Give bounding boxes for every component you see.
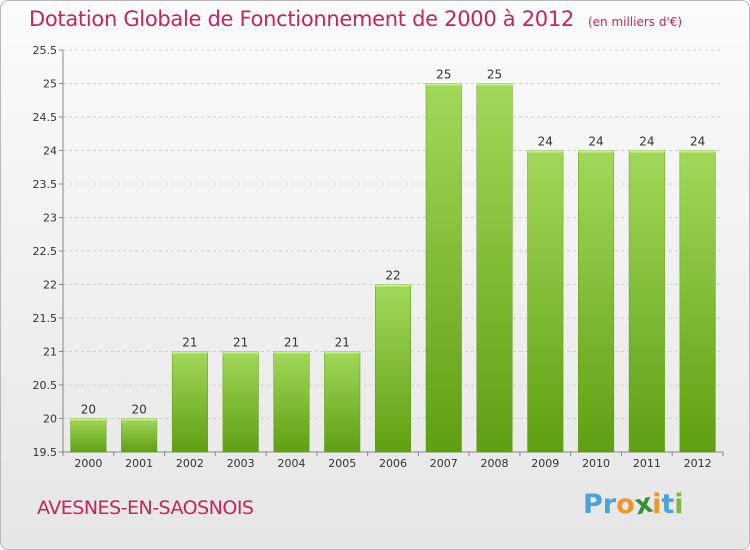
data-label: 21 [233,336,248,350]
bar-2001 [121,418,158,453]
data-label: 21 [335,336,350,350]
x-tick-label: 2002 [176,457,204,470]
x-tick-label: 2004 [277,457,305,470]
data-label: 24 [639,135,654,149]
bars [70,83,716,453]
bar-2012 [679,150,716,453]
bar-2002 [171,351,208,453]
bar-2000 [70,418,107,453]
labels: 19.5 20 20.5 21 21.5 22 22.5 23 23.5 24 24.5 25 25.5… [33,44,712,470]
y-tick-label: 22.5 [33,245,58,258]
logo-letter: r [602,489,617,520]
data-label: 24 [538,135,553,149]
y-tick-label: 24 [43,145,57,158]
y-tick-label: 23.5 [33,178,58,191]
bar-2007 [425,83,462,453]
proxiti-logo: Proxiti [583,488,684,522]
x-tick-label: 2005 [328,457,356,470]
data-label: 24 [690,135,705,149]
y-tick-label: 20 [43,413,57,426]
x-tick-label: 2001 [125,457,153,470]
data-label: 25 [436,68,451,82]
x-tick-label: 2009 [531,457,559,470]
x-tick-label: 2012 [684,457,712,470]
bar-2011 [628,150,665,453]
data-label: 21 [182,336,197,350]
y-tick-label: 21.5 [33,312,58,325]
y-tick-label: 22 [43,279,57,292]
x-tick-label: 2011 [633,457,661,470]
bar-2003 [222,351,259,453]
y-tick-label: 19.5 [33,446,58,459]
data-label: 20 [81,403,96,417]
commune-name: AVESNES-EN-SAOSNOIS [37,497,254,519]
data-label: 21 [284,336,299,350]
data-label: 20 [132,403,147,417]
y-tick-label: 25 [43,78,57,91]
x-tick-label: 2000 [74,457,102,470]
y-tick-label: 23 [43,212,57,225]
y-tick-label: 25.5 [33,44,58,57]
bar-2006 [374,284,412,453]
chart-title-text: Dotation Globale de Fonctionnement de 20… [29,7,574,31]
x-tick-label: 2007 [430,457,458,470]
logo-letter: P [583,489,603,520]
bar-2004 [273,351,310,453]
chart-subtitle: (en milliers d'€) [587,15,683,29]
bar-2010 [578,150,615,453]
logo-letter: t [661,489,675,520]
logo-letter: o [616,489,635,520]
bar-2005 [324,351,361,453]
x-tick-label: 2010 [582,457,610,470]
x-tick-label: 2003 [227,457,255,470]
logo-letter: i [674,489,684,520]
data-label: 25 [487,68,502,82]
chart-title: Dotation Globale de Fonctionnement de 20… [29,7,682,31]
logo-letter: i [652,489,662,520]
x-tick-label: 2008 [481,457,509,470]
x-tick-label: 2006 [379,457,407,470]
data-label: 24 [588,135,603,149]
bar-2008 [476,83,513,453]
y-tick-label: 24.5 [33,111,58,124]
data-label: 22 [385,269,400,283]
bar-2009 [527,150,564,453]
y-tick-label: 20.5 [33,379,58,392]
y-tick-label: 21 [43,346,57,359]
